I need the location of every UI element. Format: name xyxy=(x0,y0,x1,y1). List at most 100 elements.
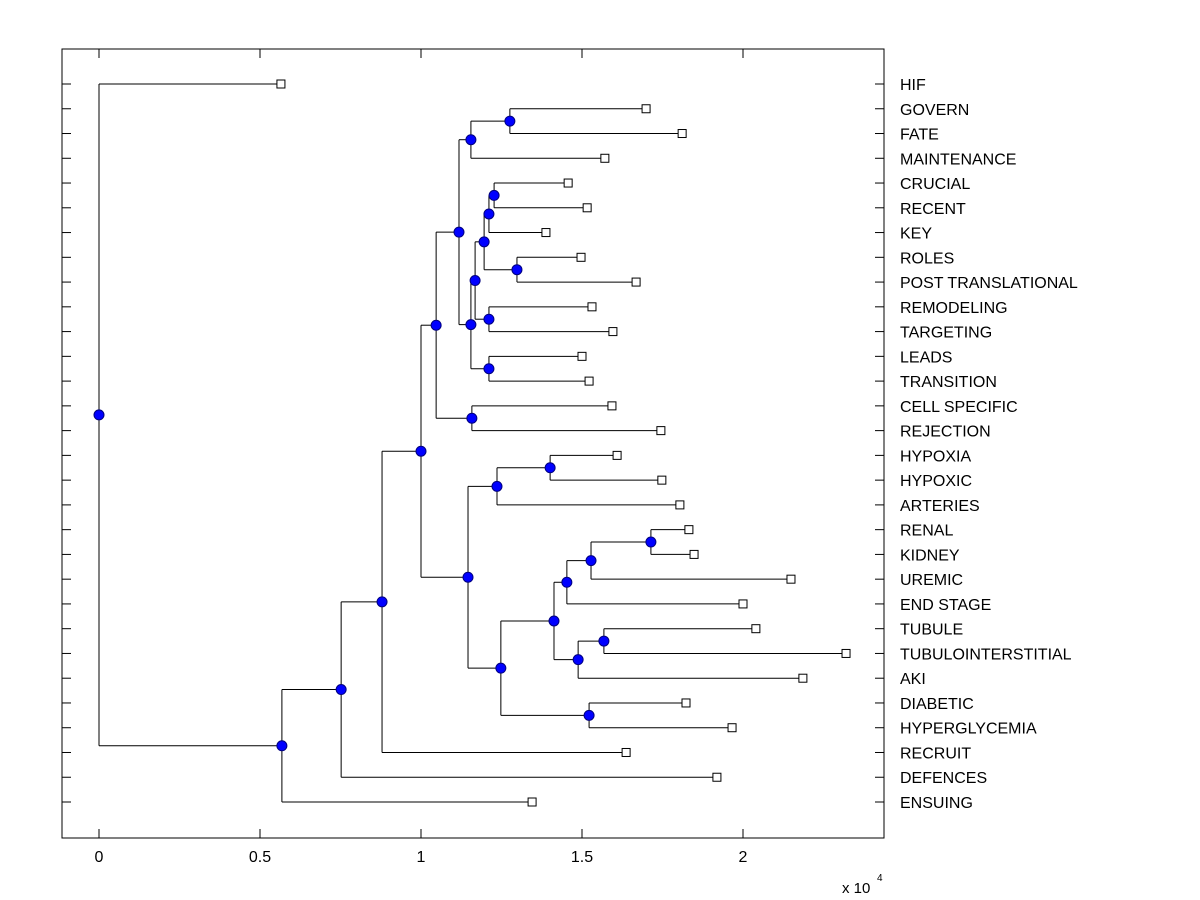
leaf-label-uremic: UREMIC xyxy=(900,572,963,589)
edges-layer xyxy=(98,83,847,803)
leaf-marker-uremic xyxy=(786,574,796,584)
leaf-label-roles: ROLES xyxy=(900,250,954,267)
x-tick-label: 2 xyxy=(739,849,748,866)
node-marker-n5 xyxy=(511,264,523,276)
node-marker-root xyxy=(93,409,105,421)
node-marker-n14 xyxy=(544,462,556,474)
leaf-label-cell: CELL SPECIFIC xyxy=(900,399,1018,416)
leaf-label-endstage: END STAGE xyxy=(900,597,991,614)
leaf-marker-crucial xyxy=(563,178,573,188)
leaf-label-targeting: TARGETING xyxy=(900,325,992,342)
x-axis-multiplier: x 10 xyxy=(842,880,870,897)
node-marker-n25 xyxy=(415,445,427,457)
axes-box xyxy=(61,48,885,839)
leaf-marker-diabetic xyxy=(681,698,691,708)
node-marker-n21 xyxy=(548,615,560,627)
node-marker-n7 xyxy=(483,313,495,325)
leaf-marker-fate xyxy=(677,129,687,139)
x-tick-label: 0.5 xyxy=(249,849,271,866)
leaf-label-fate: FATE xyxy=(900,127,939,144)
x-tick-label: 1 xyxy=(417,849,426,866)
node-marker-n19 xyxy=(598,635,610,647)
leaf-marker-hif xyxy=(276,79,286,89)
leaf-marker-hypoxia xyxy=(612,450,622,460)
leaf-label-hypoxic: HYPOXIC xyxy=(900,473,972,490)
node-marker-n15 xyxy=(491,480,503,492)
node-marker-n28 xyxy=(276,740,288,752)
node-marker-n4 xyxy=(483,208,495,220)
x-tick-label: 0 xyxy=(95,849,104,866)
leaf-marker-renal xyxy=(684,525,694,535)
leaf-label-kidney: KIDNEY xyxy=(900,547,960,564)
node-marker-n24 xyxy=(462,571,474,583)
leaf-marker-key xyxy=(541,228,551,238)
leaf-label-post: POST TRANSLATIONAL xyxy=(900,275,1078,292)
leaf-marker-hypergly xyxy=(727,723,737,733)
leaf-marker-remodeling xyxy=(587,302,597,312)
node-marker-n8 xyxy=(469,275,481,287)
leaf-labels: HIF GOVERN FATE MAINTENANCE CRUCIAL RECENT KEY… xyxy=(900,77,1078,812)
node-marker-n16 xyxy=(645,536,657,548)
node-marker-n10 xyxy=(465,319,477,331)
leaf-marker-kidney xyxy=(689,549,699,559)
leaf-label-transition: TRANSITION xyxy=(900,374,997,391)
node-marker-n13 xyxy=(430,319,442,331)
leaf-label-leads: LEADS xyxy=(900,349,952,366)
x-tick-labels: 0 0.5 1 1.5 2 xyxy=(95,849,748,866)
leaf-marker-tubulo xyxy=(841,648,851,658)
leaf-marker-rejection xyxy=(656,426,666,436)
leaf-label-arteries: ARTERIES xyxy=(900,498,980,515)
leaf-markers-layer xyxy=(276,79,851,807)
leaf-label-recruit: RECRUIT xyxy=(900,745,971,762)
node-marker-n12 xyxy=(466,412,478,424)
leaf-label-renal: RENAL xyxy=(900,523,953,540)
node-marker-n6 xyxy=(478,236,490,248)
leaf-label-remodeling: REMODELING xyxy=(900,300,1008,317)
leaf-label-maintenance: MAINTENANCE xyxy=(900,151,1016,168)
node-markers-layer xyxy=(93,115,657,752)
x-axis-multiplier-base: x 10 xyxy=(842,880,870,897)
leaf-marker-recruit xyxy=(621,747,631,757)
leaf-label-tubule: TUBULE xyxy=(900,622,963,639)
leaf-marker-ensuing xyxy=(527,797,537,807)
leaf-label-key: KEY xyxy=(900,226,932,243)
node-marker-n17 xyxy=(585,555,597,567)
x-axis-multiplier-exponent: 4 xyxy=(877,873,883,884)
leaf-label-tubulo: TUBULOINTERSTITIAL xyxy=(900,646,1072,663)
leaf-marker-maintenance xyxy=(600,153,610,163)
leaf-marker-endstage xyxy=(738,599,748,609)
leaf-label-crucial: CRUCIAL xyxy=(900,176,970,193)
leaf-label-hypergly: HYPERGLYCEMIA xyxy=(900,721,1037,738)
x-tick-label: 1.5 xyxy=(571,849,593,866)
node-marker-n23 xyxy=(495,662,507,674)
leaf-label-govern: GOVERN xyxy=(900,102,969,119)
node-marker-n22 xyxy=(583,709,595,721)
node-marker-n18 xyxy=(561,576,573,588)
leaf-marker-defences xyxy=(712,772,722,782)
node-marker-n3 xyxy=(488,189,500,201)
leaf-label-diabetic: DIABETIC xyxy=(900,696,974,713)
leaf-marker-transition xyxy=(584,376,594,386)
node-marker-n11 xyxy=(453,226,465,238)
leaf-marker-arteries xyxy=(675,500,685,510)
leaf-marker-tubule xyxy=(751,624,761,634)
leaf-marker-targeting xyxy=(608,327,618,337)
leaf-marker-hypoxic xyxy=(657,475,667,485)
leaf-label-hypoxia: HYPOXIA xyxy=(900,448,971,465)
node-marker-n9 xyxy=(483,363,495,375)
leaf-marker-govern xyxy=(641,104,651,114)
axis-ticks xyxy=(62,49,884,838)
node-marker-n2 xyxy=(465,134,477,146)
leaf-marker-aki xyxy=(798,673,808,683)
node-marker-n27 xyxy=(335,684,347,696)
leaf-label-defences: DEFENCES xyxy=(900,770,987,787)
node-marker-n26 xyxy=(376,596,388,608)
node-marker-n1 xyxy=(504,115,516,127)
leaf-label-recent: RECENT xyxy=(900,201,966,218)
leaf-marker-leads xyxy=(577,351,587,361)
leaf-marker-roles xyxy=(576,252,586,262)
leaf-label-ensuing: ENSUING xyxy=(900,795,973,812)
leaf-label-aki: AKI xyxy=(900,671,926,688)
node-marker-n20 xyxy=(572,654,584,666)
